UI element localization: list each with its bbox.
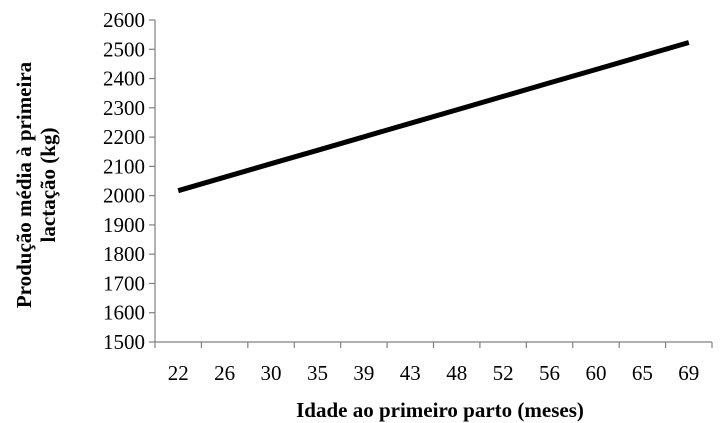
x-axis-title: Idade ao primeiro parto (meses) bbox=[296, 398, 584, 422]
x-tick-label: 30 bbox=[261, 361, 282, 385]
x-tick-label: 65 bbox=[632, 361, 653, 385]
y-axis-title-line2: lactação (kg) bbox=[36, 128, 60, 243]
y-tick-label: 1800 bbox=[103, 242, 145, 266]
y-tick-label: 1900 bbox=[103, 213, 145, 237]
x-tick-label: 39 bbox=[353, 361, 374, 385]
x-tick-label: 35 bbox=[307, 361, 328, 385]
y-axis-title-line1: Produção média à primeira bbox=[12, 61, 36, 308]
x-axis-ticks: 22 26 30 35 39 43 48 52 56 60 65 69 bbox=[154, 342, 713, 385]
x-tick-label: 43 bbox=[400, 361, 421, 385]
y-axis-title: Produção média à primeira lactação (kg) bbox=[12, 61, 60, 308]
y-tick-label: 2600 bbox=[103, 8, 145, 32]
x-tick-label: 48 bbox=[446, 361, 467, 385]
y-tick-label: 2400 bbox=[103, 67, 145, 91]
y-tick-label: 2000 bbox=[103, 184, 145, 208]
y-tick-label: 2200 bbox=[103, 125, 145, 149]
x-tick-label: 22 bbox=[168, 361, 189, 385]
y-axis-ticks: 1500 1600 1700 1800 1900 2000 2100 2200 2300 2400… bbox=[103, 8, 155, 354]
x-tick-label: 56 bbox=[539, 361, 560, 385]
y-tick-label: 1700 bbox=[103, 271, 145, 295]
y-tick-label: 1600 bbox=[103, 301, 145, 325]
series-line bbox=[177, 40, 690, 194]
x-tick-label: 60 bbox=[585, 361, 606, 385]
x-tick-label: 26 bbox=[214, 361, 235, 385]
y-tick-label: 1500 bbox=[103, 330, 145, 354]
y-tick-label: 2500 bbox=[103, 37, 145, 61]
series-layer bbox=[177, 40, 690, 194]
x-tick-label: 52 bbox=[493, 361, 514, 385]
axes bbox=[154, 20, 712, 343]
y-tick-label: 2100 bbox=[103, 154, 145, 178]
y-tick-label: 2300 bbox=[103, 96, 145, 120]
x-tick-label: 69 bbox=[678, 361, 699, 385]
